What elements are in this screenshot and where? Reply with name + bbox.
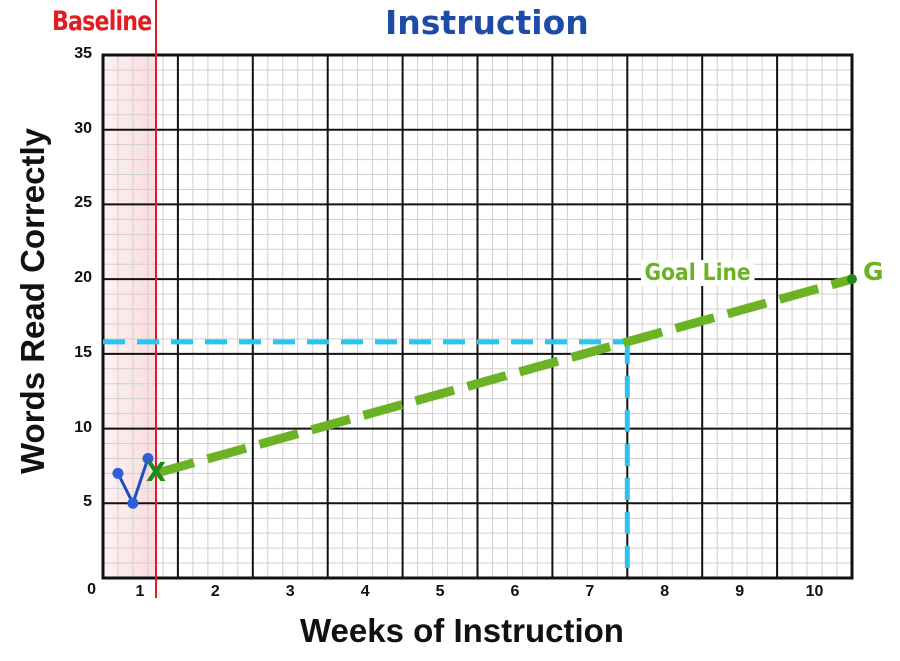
- baseline-data-point: [112, 467, 124, 479]
- reference-lines: [103, 339, 630, 578]
- x-tick-label: 5: [435, 583, 445, 600]
- major-grid: [102, 54, 853, 579]
- goal-point: [847, 274, 857, 285]
- goal-line-path: [154, 274, 854, 478]
- x-tick-label: 3: [285, 583, 295, 600]
- x-tick-label: 1: [135, 583, 145, 600]
- goal-line: [154, 274, 857, 478]
- plot-frame: [101, 53, 854, 580]
- baseline-data-series: [112, 452, 154, 509]
- goal-line-label: Goal Line: [641, 260, 755, 286]
- x-tick-label: 2: [210, 583, 220, 600]
- x-tick-label: 6: [510, 583, 520, 600]
- y-tick-label: 25: [74, 194, 92, 212]
- x-tick-label: 7: [585, 583, 595, 600]
- x-axis-label: Weeks of Instruction: [300, 612, 624, 649]
- x-tick-label: 9: [735, 583, 745, 600]
- x-tick-label: 4: [360, 583, 370, 600]
- baseline-phase-label: Baseline: [52, 6, 152, 37]
- instruction-phase-label: Instruction: [385, 3, 589, 42]
- baseline-shade: [104, 55, 156, 578]
- baseline-data-point: [142, 452, 154, 464]
- y-axis-label: Words Read Correctly: [14, 128, 51, 474]
- y-tick-label: 35: [74, 45, 92, 62]
- start-marker-label: X: [146, 458, 167, 488]
- goal-marker-label: G: [863, 257, 884, 286]
- x-tick-label: 8: [660, 583, 670, 600]
- x-tick-label: 10: [805, 583, 824, 600]
- y-tick-label: 20: [74, 269, 92, 287]
- baseline-data-point: [127, 497, 139, 509]
- y-tick-label: 5: [83, 493, 92, 511]
- y-tick-label: 10: [74, 418, 92, 436]
- y-tick-label: 0: [87, 581, 96, 598]
- y-tick-label: 30: [74, 119, 92, 137]
- y-tick-label: 15: [74, 343, 92, 361]
